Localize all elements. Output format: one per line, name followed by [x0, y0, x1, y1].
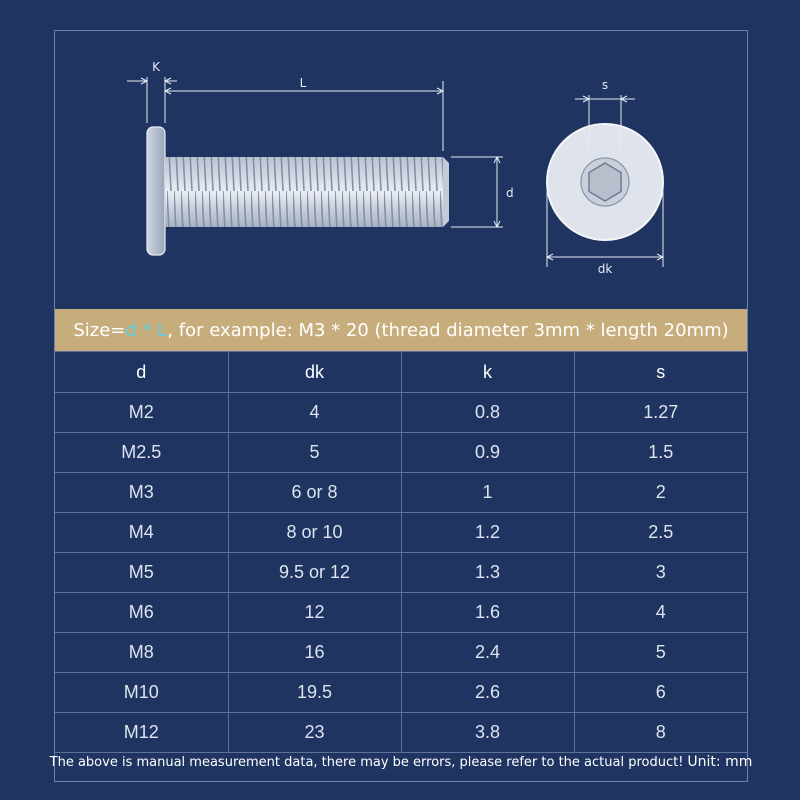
banner-prefix: Size=: [73, 319, 126, 341]
table-row: M6 12 1.6 4: [55, 592, 747, 633]
table-row: M2 4 0.8 1.27: [55, 392, 747, 433]
cell-k: 2.6: [400, 672, 575, 713]
size-banner: Size= d * L, for example: M3 * 20 (thread…: [55, 309, 747, 351]
s-dimension: [575, 95, 635, 151]
cell-k: 2.4: [400, 632, 575, 673]
cell-dk: 12: [227, 592, 402, 633]
l-label: L: [300, 76, 307, 90]
screw-side-view: [146, 126, 449, 256]
cell-dk: 8 or 10: [227, 512, 402, 553]
cell-d: M3: [55, 472, 229, 513]
cell-d: M2: [55, 392, 229, 433]
s-label: s: [602, 78, 608, 92]
screw-diagram: K L d s dk: [127, 60, 665, 276]
spec-table: d dk k s M2 4 0.8 1.27 M2.5 5 0.9 1.5 M3…: [55, 351, 747, 753]
table-row: M12 23 3.8 8: [55, 712, 747, 753]
cell-dk: 6 or 8: [227, 472, 402, 513]
cell-dk: 23: [227, 712, 402, 753]
screw-end-view: [546, 123, 664, 241]
cell-k: 0.8: [400, 392, 575, 433]
table-row: M2.5 5 0.9 1.5: [55, 432, 747, 473]
cell-s: 1.5: [573, 432, 747, 473]
cell-k: 1.3: [400, 552, 575, 593]
d-label: d: [506, 186, 514, 200]
cell-d: M6: [55, 592, 229, 633]
banner-suffix: , for example: M3 * 20 (thread diameter …: [167, 319, 729, 341]
cell-k: 0.9: [400, 432, 575, 473]
footer-disclaimer: The above is manual measurement data, th…: [49, 754, 684, 770]
cell-dk: 16: [227, 632, 402, 673]
cell-s: 3: [573, 552, 747, 593]
cell-k: 3.8: [400, 712, 575, 753]
cell-d: M10: [55, 672, 229, 713]
cell-d: M12: [55, 712, 229, 753]
cell-d: M4: [55, 512, 229, 553]
banner-highlight: d * L: [125, 319, 168, 341]
cell-k: 1: [400, 472, 575, 513]
cell-s: 2: [573, 472, 747, 513]
cell-s: 1.27: [573, 392, 747, 433]
table-row: M4 8 or 10 1.2 2.5: [55, 512, 747, 553]
spec-frame: [54, 30, 748, 782]
cell-d: M2.5: [55, 432, 229, 473]
cell-s: 5: [573, 632, 747, 673]
header-d: d: [55, 351, 229, 393]
l-dimension: [163, 81, 445, 151]
k-label: K: [152, 60, 161, 74]
table-row: M10 19.5 2.6 6: [55, 672, 747, 713]
cell-d: M8: [55, 632, 229, 673]
cell-dk: 19.5: [227, 672, 402, 713]
header-s: s: [573, 351, 747, 393]
cell-d: M5: [55, 552, 229, 593]
table-row: M5 9.5 or 12 1.3 3: [55, 552, 747, 593]
d-dimension: [451, 155, 503, 229]
header-k: k: [400, 351, 575, 393]
dk-label: dk: [598, 262, 613, 276]
table-row: M8 16 2.4 5: [55, 632, 747, 673]
table-row: M3 6 or 8 1 2: [55, 472, 747, 513]
footer-note: The above is manual measurement data, th…: [50, 742, 753, 782]
table-header-row: d dk k s: [55, 351, 747, 393]
cell-k: 1.2: [400, 512, 575, 553]
cell-dk: 5: [227, 432, 402, 473]
cell-k: 1.6: [400, 592, 575, 633]
header-dk: dk: [227, 351, 402, 393]
cell-s: 4: [573, 592, 747, 633]
cell-dk: 4: [227, 392, 402, 433]
cell-s: 6: [573, 672, 747, 713]
footer-unit: Unit: mm: [687, 754, 753, 770]
dk-dimension: [545, 191, 665, 267]
cell-dk: 9.5 or 12: [227, 552, 402, 593]
cell-s: 2.5: [573, 512, 747, 553]
k-dimension: [127, 77, 177, 123]
cell-s: 8: [573, 712, 747, 753]
